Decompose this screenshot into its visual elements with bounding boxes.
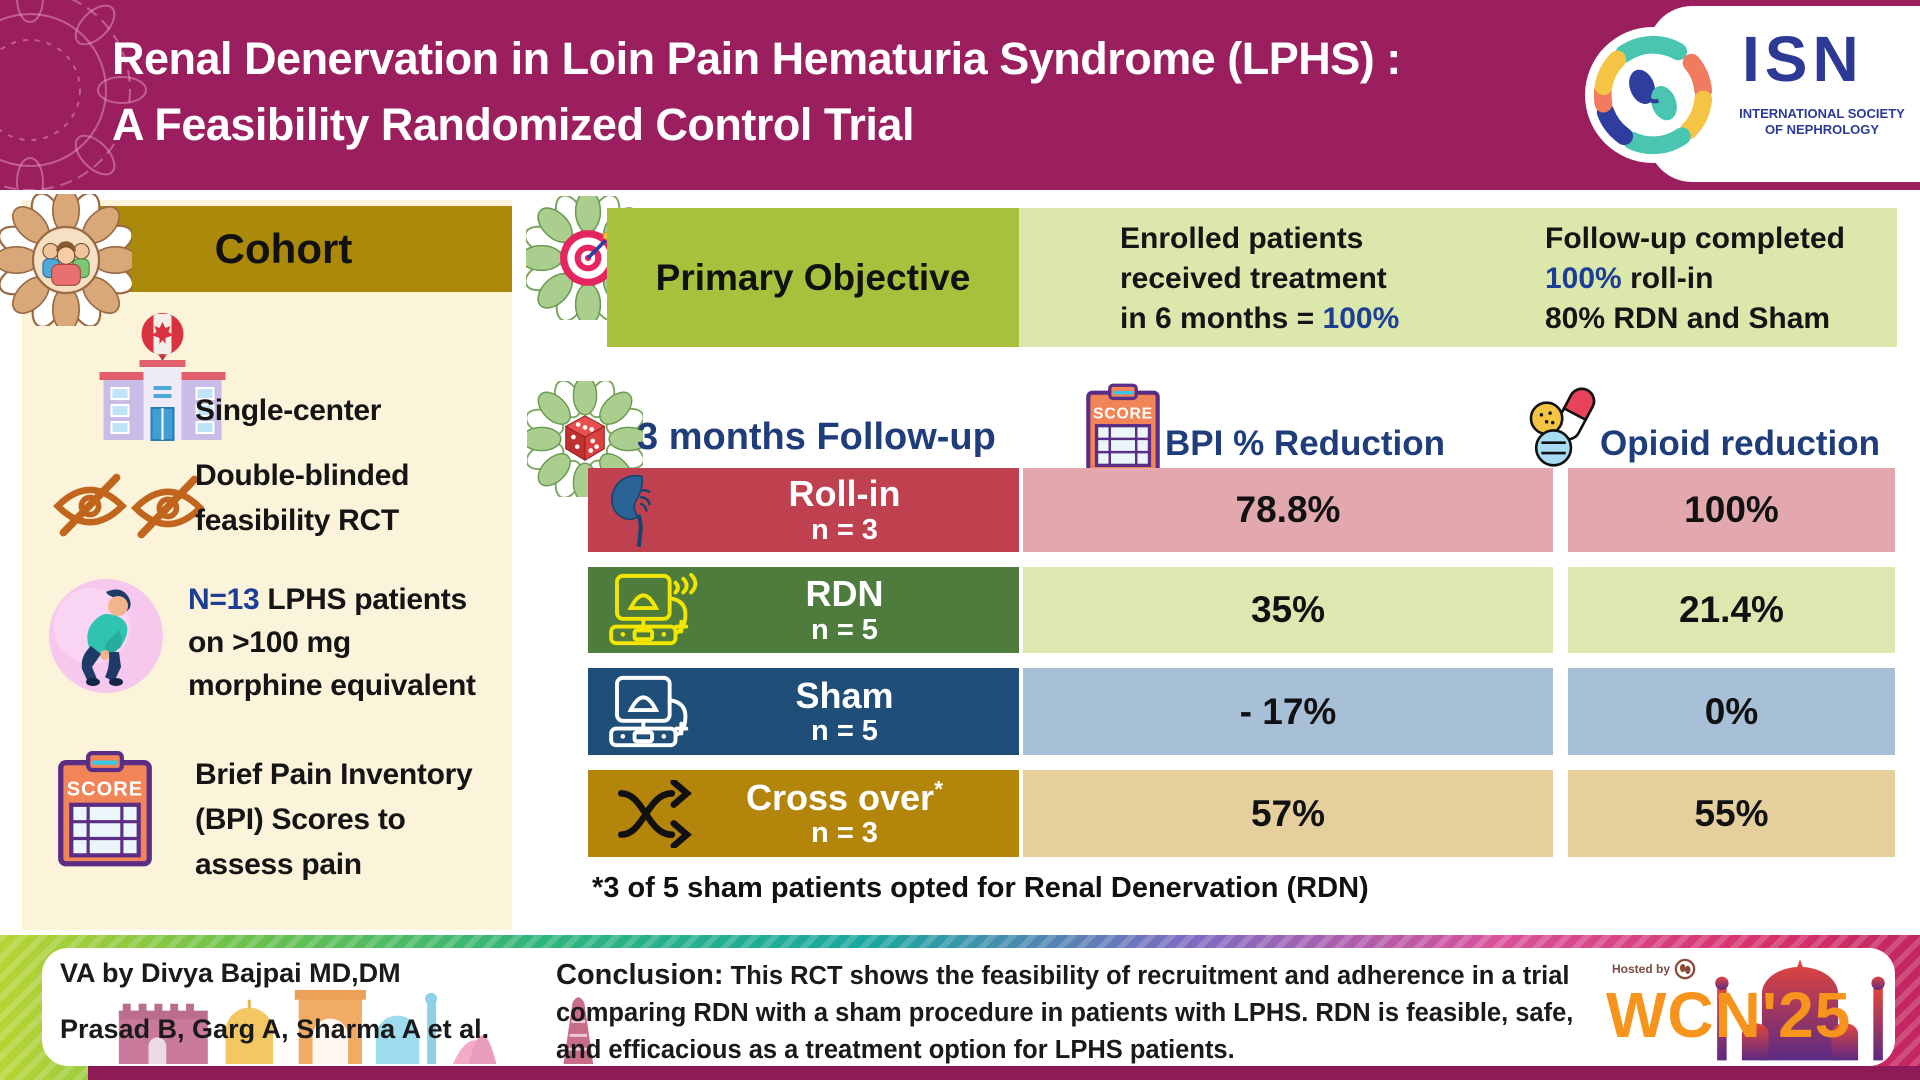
followup-line-2-rest: roll-in <box>1621 262 1714 295</box>
isn-mini-kidney-icon <box>1674 958 1696 980</box>
col-header-bpi: BPI % Reduction <box>1165 424 1446 463</box>
cell-crossover-opioid: 55% <box>1568 770 1895 857</box>
page-title: Renal Denervation in Loin Pain Hematuria… <box>112 26 1401 158</box>
followup-line-1: Follow-up completed <box>1545 222 1845 255</box>
row-rollin-name: Roll-in <box>788 473 901 515</box>
row-rdn-name: RDN <box>805 573 884 615</box>
followup-line-2-value: 100% <box>1545 262 1622 295</box>
row-rdn-text: RDN n = 5 <box>588 573 1019 646</box>
primary-objective-text: Primary Objective <box>655 256 971 298</box>
score-clipboard-icon: SCORE <box>58 751 152 867</box>
cohort-item-bpi: Brief Pain Inventory (BPI) Scores to ass… <box>195 752 473 887</box>
footnote: *3 of 5 sham patients opted for Renal De… <box>592 872 1369 904</box>
hospital-canada-icon <box>99 313 226 441</box>
row-rdn-n: n = 5 <box>811 613 878 646</box>
cell-crossover-bpi: 57% <box>1023 770 1553 857</box>
row-rollin-label: Roll-in n = 3 <box>588 468 1019 552</box>
bottom-accent-strip <box>88 1066 1920 1080</box>
crossover-arrows-icon <box>617 779 692 848</box>
followup-text: Follow-up completed 100% roll-in 80% RDN… <box>1545 219 1845 339</box>
conclusion-text: This RCT shows the feasibility of recrui… <box>556 962 1574 1064</box>
bpi-line-1: Brief Pain Inventory <box>195 758 473 791</box>
title-line-1: Renal Denervation in Loin Pain Hematuria… <box>112 33 1401 84</box>
row-sham-n: n = 5 <box>811 715 878 748</box>
followup-line-2: 100% roll-in <box>1545 259 1845 299</box>
cell-rollin-bpi: 78.8% <box>1023 468 1553 552</box>
patient-pain-icon <box>49 579 163 693</box>
row-crossover-text: Cross over* n = 3 <box>588 775 1019 850</box>
dice-flower-icon <box>527 381 643 497</box>
target-flower-icon <box>526 196 650 320</box>
col-header-opioid: Opioid reduction <box>1600 424 1880 463</box>
kidney-icon <box>611 474 651 548</box>
cell-rollin-opioid: 100% <box>1568 468 1895 552</box>
cell-rdn-bpi: 35% <box>1023 567 1553 653</box>
cohort-heading: Cohort <box>55 206 512 292</box>
taj-mahal-icon <box>1715 959 1885 1061</box>
row-crossover-n: n = 3 <box>811 817 878 850</box>
enrolled-line-3: in 6 months = 100% <box>1120 299 1399 339</box>
conclusion-label: Conclusion: <box>556 959 724 991</box>
mandala-decoration-icon <box>0 0 147 190</box>
wcn25-logo: WCN'25 <box>1606 979 1852 1051</box>
enrolled-line-2: received treatment <box>1120 262 1387 295</box>
title-line-2: A Feasibility Randomized Control Trial <box>112 99 914 150</box>
double-blind-line-1: Double-blinded <box>195 459 410 492</box>
followup-line-3: 80% RDN and Sham <box>1545 302 1831 335</box>
hosted-by: Hosted by <box>1612 958 1696 980</box>
isn-org-line-1: INTERNATIONAL SOCIETY <box>1739 106 1905 121</box>
row-crossover-name: Cross over* <box>745 775 944 818</box>
row-sham-label: Sham n = 5 <box>588 668 1019 755</box>
cohort-item-single-center: Single-center <box>195 394 382 427</box>
cohort-item-double-blind: Double-blinded feasibility RCT <box>195 453 409 543</box>
conclusion: Conclusion: This RCT shows the feasibili… <box>556 957 1604 1069</box>
cohort-item-n13: N=13 LPHS patients on >100 mg morphine e… <box>188 578 476 707</box>
double-blind-line-2: feasibility RCT <box>195 504 399 537</box>
enrolled-line-3-prefix: in 6 months = <box>1120 302 1323 335</box>
enrolled-line-1: Enrolled patients <box>1120 222 1364 255</box>
svg-text:SCORE: SCORE <box>67 778 143 800</box>
sham-device-icon <box>609 675 689 747</box>
svg-text:SCORE: SCORE <box>1093 405 1153 422</box>
bpi-score-icon: SCORE <box>1086 383 1160 475</box>
enrolled-text: Enrolled patients received treatment in … <box>1120 219 1399 339</box>
enrolled-line-3-value: 100% <box>1322 302 1400 335</box>
section-header-3-months: 3 months Follow-up <box>637 416 996 458</box>
n13-highlight: N=13 <box>188 583 260 616</box>
cohort-heading-label: Cohort <box>214 225 353 272</box>
bpi-line-3: assess pain <box>195 848 362 881</box>
n13-rest: LPHS patients <box>259 583 467 616</box>
n13-line-2: on >100 mg <box>188 626 351 659</box>
isn-acronym: ISN <box>1742 23 1864 95</box>
cell-sham-bpi: - 17% <box>1023 668 1553 755</box>
row-rdn-label: RDN n = 5 <box>588 567 1019 653</box>
isn-org-name: INTERNATIONAL SOCIETY OF NEPHROLOGY <box>1734 106 1910 138</box>
isn-kidney-ring-icon <box>1585 27 1721 163</box>
row-rollin-text: Roll-in n = 3 <box>588 473 1019 546</box>
row-sham-name: Sham <box>795 674 894 716</box>
credit-line-2: Prasad B, Garg A, Sharma A et al. <box>60 1014 490 1044</box>
n13-line-1: N=13 LPHS patients <box>188 578 476 621</box>
row-crossover-label: Cross over* n = 3 <box>588 770 1019 857</box>
cell-sham-opioid: 0% <box>1568 668 1895 755</box>
rdn-device-icon <box>609 572 698 646</box>
double-blind-icon <box>52 473 204 539</box>
cohort-people-flower-icon <box>0 194 132 326</box>
isn-org-line-2: OF NEPHROLOGY <box>1764 122 1880 137</box>
pills-icon <box>1529 387 1596 467</box>
credit-line-1: VA by Divya Bajpai MD,DM <box>60 958 401 988</box>
bpi-line-2: (BPI) Scores to <box>195 803 406 836</box>
hosted-by-label: Hosted by <box>1612 962 1671 976</box>
row-rollin-n: n = 3 <box>811 513 878 546</box>
row-sham-text: Sham n = 5 <box>588 675 1019 748</box>
india-landmarks-icon <box>118 989 594 1064</box>
primary-objective-results <box>1019 208 1897 347</box>
n13-line-3: morphine equivalent <box>188 669 476 702</box>
primary-objective-label: Primary Objective <box>607 208 1019 347</box>
cell-rdn-opioid: 21.4% <box>1568 567 1895 653</box>
